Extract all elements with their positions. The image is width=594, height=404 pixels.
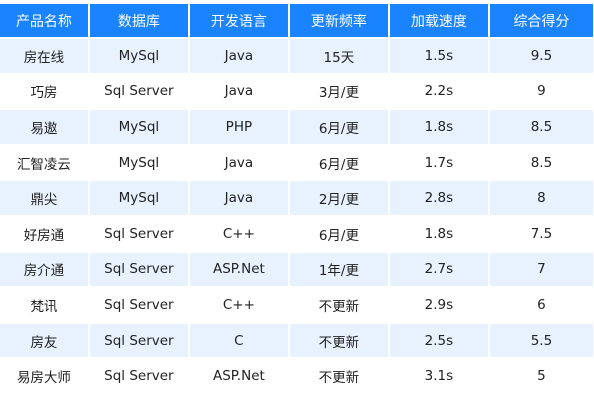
- cell-overall-score: 9.5: [489, 39, 593, 73]
- cell-dev-language: Java: [189, 145, 288, 180]
- cell-dev-language: C: [189, 323, 288, 358]
- cell-update-frequency: 不更新: [289, 359, 388, 393]
- table-row: 鼎尖 MySql Java 2月/更 2.8s 8: [0, 181, 593, 215]
- cell-dev-language: Java: [189, 74, 288, 109]
- cell-overall-score: 5: [489, 359, 593, 393]
- cell-product-name: 汇智凌云: [0, 145, 88, 180]
- cell-product-name: 鼎尖: [0, 181, 88, 215]
- cell-dev-language: Java: [189, 181, 288, 215]
- cell-update-frequency: 6月/更: [289, 145, 388, 180]
- cell-update-frequency: 15天: [289, 39, 388, 73]
- cell-database: Sql Server: [89, 252, 188, 287]
- cell-update-frequency: 不更新: [289, 323, 388, 358]
- cell-load-speed: 2.9s: [389, 288, 488, 322]
- cell-load-speed: 1.8s: [389, 110, 488, 144]
- header-load-speed: 加载速度: [389, 4, 488, 37]
- cell-dev-language: C++: [189, 216, 288, 251]
- cell-product-name: 房介通: [0, 252, 88, 287]
- table-row: 汇智凌云 MySql Java 6月/更 1.7s 8.5: [0, 145, 593, 180]
- table-row: 房在线 MySql Java 15天 1.5s 9.5: [0, 39, 593, 73]
- cell-load-speed: 1.8s: [389, 216, 488, 251]
- cell-database: Sql Server: [89, 359, 188, 393]
- cell-update-frequency: 不更新: [289, 288, 388, 322]
- table-row: 好房通 Sql Server C++ 6月/更 1.8s 7.5: [0, 216, 593, 251]
- header-database: 数据库: [89, 4, 188, 37]
- cell-database: MySql: [89, 39, 188, 73]
- cell-product-name: 巧房: [0, 74, 88, 109]
- cell-product-name: 房友: [0, 323, 88, 358]
- cell-database: MySql: [89, 181, 188, 215]
- cell-load-speed: 2.8s: [389, 181, 488, 215]
- cell-overall-score: 8.5: [489, 145, 593, 180]
- cell-overall-score: 7: [489, 252, 593, 287]
- cell-load-speed: 3.1s: [389, 359, 488, 393]
- cell-overall-score: 9: [489, 74, 593, 109]
- cell-product-name: 梵讯: [0, 288, 88, 322]
- cell-overall-score: 8.5: [489, 110, 593, 144]
- cell-product-name: 易遨: [0, 110, 88, 144]
- header-dev-language: 开发语言: [189, 4, 288, 37]
- cell-update-frequency: 2月/更: [289, 181, 388, 215]
- cell-load-speed: 2.7s: [389, 252, 488, 287]
- cell-product-name: 好房通: [0, 216, 88, 251]
- cell-update-frequency: 6月/更: [289, 110, 388, 144]
- cell-load-speed: 1.5s: [389, 39, 488, 73]
- cell-load-speed: 2.2s: [389, 74, 488, 109]
- header-overall-score: 综合得分: [489, 4, 593, 37]
- cell-database: Sql Server: [89, 323, 188, 358]
- cell-dev-language: Java: [189, 39, 288, 73]
- cell-database: MySql: [89, 110, 188, 144]
- cell-dev-language: ASP.Net: [189, 359, 288, 393]
- cell-database: Sql Server: [89, 74, 188, 109]
- cell-update-frequency: 3月/更: [289, 74, 388, 109]
- cell-database: Sql Server: [89, 288, 188, 322]
- cell-database: MySql: [89, 145, 188, 180]
- cell-dev-language: ASP.Net: [189, 252, 288, 287]
- cell-overall-score: 5.5: [489, 323, 593, 358]
- cell-overall-score: 8: [489, 181, 593, 215]
- product-comparison-table: 产品名称 数据库 开发语言 更新频率 加载速度 综合得分 房在线 MySql J…: [0, 2, 594, 395]
- header-update-frequency: 更新频率: [289, 4, 388, 37]
- cell-load-speed: 1.7s: [389, 145, 488, 180]
- table-row: 房介通 Sql Server ASP.Net 1年/更 2.7s 7: [0, 252, 593, 287]
- table-row: 梵讯 Sql Server C++ 不更新 2.9s 6: [0, 288, 593, 322]
- table-row: 易房大师 Sql Server ASP.Net 不更新 3.1s 5: [0, 359, 593, 393]
- cell-update-frequency: 6月/更: [289, 216, 388, 251]
- cell-database: Sql Server: [89, 216, 188, 251]
- table-row: 易遨 MySql PHP 6月/更 1.8s 8.5: [0, 110, 593, 144]
- cell-load-speed: 2.5s: [389, 323, 488, 358]
- cell-update-frequency: 1年/更: [289, 252, 388, 287]
- table-header-row: 产品名称 数据库 开发语言 更新频率 加载速度 综合得分: [0, 4, 593, 37]
- cell-overall-score: 6: [489, 288, 593, 322]
- cell-overall-score: 7.5: [489, 216, 593, 251]
- header-product-name: 产品名称: [0, 4, 88, 37]
- table-row: 巧房 Sql Server Java 3月/更 2.2s 9: [0, 74, 593, 109]
- cell-product-name: 易房大师: [0, 359, 88, 393]
- cell-dev-language: C++: [189, 288, 288, 322]
- table-row: 房友 Sql Server C 不更新 2.5s 5.5: [0, 323, 593, 358]
- cell-dev-language: PHP: [189, 110, 288, 144]
- cell-product-name: 房在线: [0, 39, 88, 73]
